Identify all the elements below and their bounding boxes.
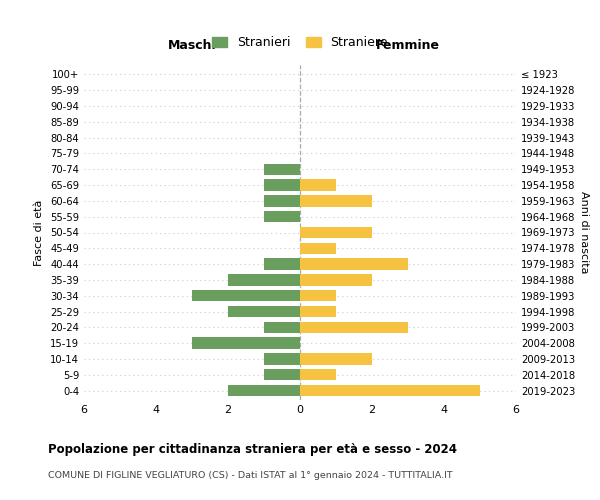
Bar [192,338,300,349]
Bar [228,385,300,396]
Bar [300,290,336,302]
Bar [264,369,300,380]
Bar [264,180,300,191]
Legend: Stranieri, Straniere: Stranieri, Straniere [207,31,393,54]
Bar [264,164,300,175]
Y-axis label: Anni di nascita: Anni di nascita [579,191,589,274]
Bar [300,180,336,191]
Bar [300,353,372,364]
Bar [300,195,372,206]
Bar [264,353,300,364]
Bar [300,258,408,270]
Bar [300,274,372,285]
Bar [300,369,336,380]
Bar [300,322,408,333]
Bar [300,385,480,396]
Bar [300,306,336,317]
Text: Femmine: Femmine [376,40,440,52]
Y-axis label: Fasce di età: Fasce di età [34,200,44,266]
Text: Popolazione per cittadinanza straniera per età e sesso - 2024: Popolazione per cittadinanza straniera p… [48,442,457,456]
Bar [300,242,336,254]
Bar [264,195,300,206]
Bar [192,290,300,302]
Bar [300,227,372,238]
Bar [264,322,300,333]
Text: Maschi: Maschi [167,40,217,52]
Bar [264,211,300,222]
Bar [228,306,300,317]
Bar [264,258,300,270]
Bar [228,274,300,285]
Text: COMUNE DI FIGLINE VEGLIATURO (CS) - Dati ISTAT al 1° gennaio 2024 - TUTTITALIA.I: COMUNE DI FIGLINE VEGLIATURO (CS) - Dati… [48,471,452,480]
